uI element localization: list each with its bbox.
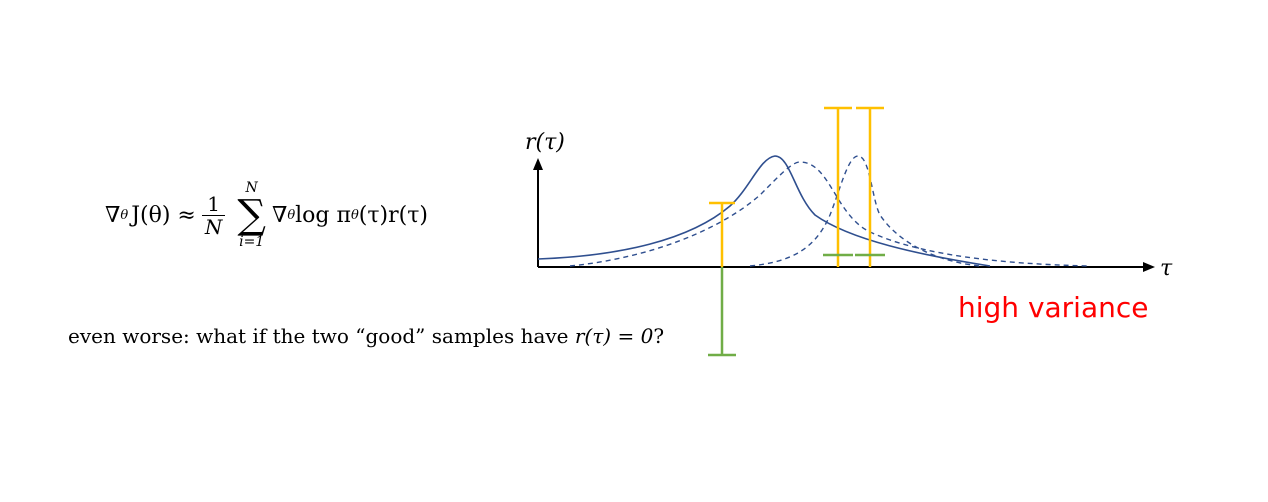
sum-upper-limit: N [245, 180, 258, 196]
caption-prefix: even worse: what if the two “good” sampl… [68, 324, 575, 348]
gradient-theta-subscript: θ [287, 207, 296, 223]
fraction-denominator: N [204, 214, 223, 239]
sum-lower-limit: i=1 [239, 234, 265, 250]
gradient-symbol: ∇ [271, 202, 288, 228]
high-variance-label: high variance [958, 291, 1149, 324]
summation: N ∑ i=1 [237, 181, 266, 249]
fraction-numerator: 1 [207, 191, 220, 216]
fraction: 1 N [201, 191, 226, 239]
sigma-icon: ∑ [237, 192, 266, 238]
nabla-symbol: ∇ [105, 202, 121, 228]
dashed-distribution-curve-2 [749, 155, 981, 267]
x-axis-arrow-icon [1143, 262, 1155, 272]
theta-subscript: θ [120, 207, 129, 223]
x-axis-label: τ [1160, 256, 1173, 281]
pi-theta-subscript: θ [350, 207, 359, 223]
objective-term: J(θ) ≈ [131, 202, 196, 228]
caption-expression: r(τ) = 0 [574, 324, 654, 348]
caption-text: even worse: what if the two “good” sampl… [68, 324, 664, 348]
fraction-bar [201, 214, 226, 216]
log-pi-term: log π [295, 202, 351, 228]
policy-gradient-formula: ∇ θ J(θ) ≈ 1 N N ∑ i=1 ∇ θ log π θ (τ)r(τ) [105, 170, 428, 260]
solid-distribution-curve [537, 155, 991, 267]
y-axis-arrow-icon [533, 158, 543, 170]
reward-term: (τ)r(τ) [358, 202, 428, 228]
y-axis-label: r(τ) [525, 130, 565, 155]
caption-suffix: ? [653, 324, 665, 348]
